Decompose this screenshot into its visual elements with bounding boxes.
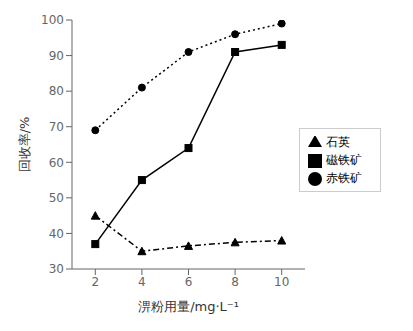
html-text:磁铁矿: 磁铁矿: [326, 153, 362, 167]
svg-text:4: 4: [138, 275, 146, 289]
svg-text:回收率/%: 回收率/%: [17, 117, 32, 173]
svg-text:40: 40: [49, 227, 64, 241]
svg-text:80: 80: [49, 84, 64, 98]
svg-text:30: 30: [49, 262, 64, 276]
svg-text:90: 90: [49, 49, 64, 63]
html-text:赤铁矿: 赤铁矿: [326, 171, 362, 185]
svg-text:6: 6: [185, 275, 193, 289]
svg-text:50: 50: [49, 191, 64, 205]
html-text:石英: 石英: [326, 135, 350, 149]
svg-text:10: 10: [274, 275, 289, 289]
svg-text:8: 8: [231, 275, 239, 289]
svg-text:2: 2: [91, 275, 99, 289]
svg-text:70: 70: [49, 120, 64, 134]
svg-text:淠粉用量/mg·L⁻¹: 淠粉用量/mg·L⁻¹: [138, 299, 239, 314]
svg-text:60: 60: [49, 156, 64, 170]
svg-text:100: 100: [41, 13, 64, 27]
